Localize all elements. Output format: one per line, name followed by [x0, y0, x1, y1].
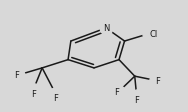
Text: F: F [134, 96, 139, 104]
Text: Cl: Cl [150, 30, 158, 39]
Text: F: F [31, 89, 36, 98]
Text: F: F [155, 76, 160, 85]
Text: F: F [114, 87, 119, 96]
Text: F: F [53, 93, 58, 102]
Text: F: F [14, 71, 19, 80]
Text: N: N [103, 24, 109, 33]
